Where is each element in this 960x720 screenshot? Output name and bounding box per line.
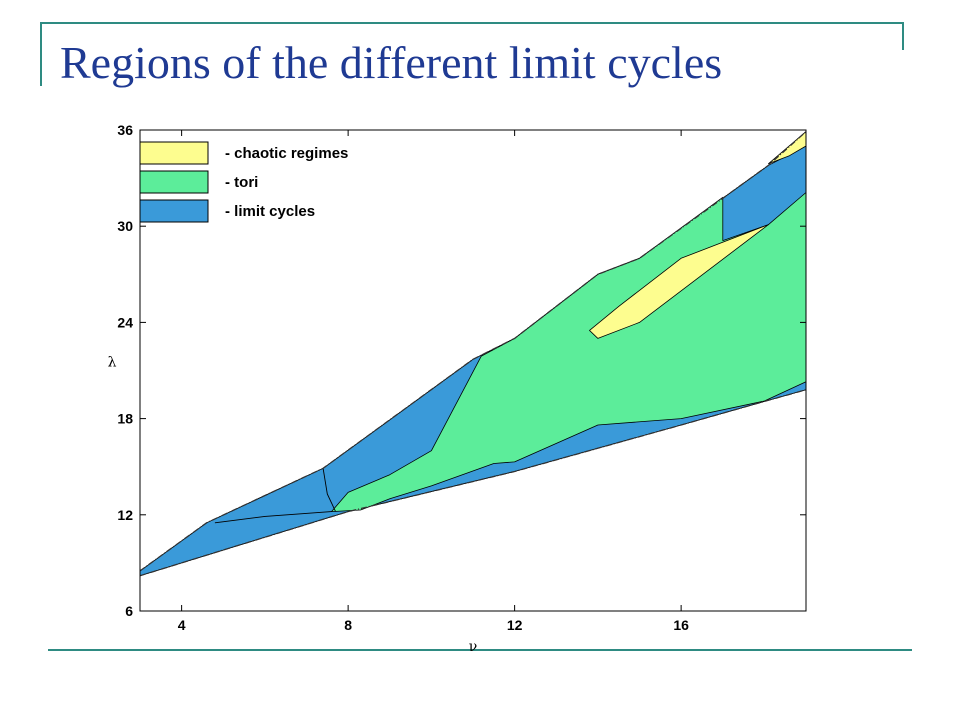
left-decorative-line <box>40 22 42 86</box>
bottom-decorative-line <box>48 649 912 651</box>
right-decorative-line <box>902 22 904 50</box>
legend-swatch-2 <box>139 199 209 223</box>
boundary-lower <box>139 389 807 577</box>
plot-frame <box>139 129 807 612</box>
legend-label-1: - tori <box>225 174 258 191</box>
x-tick-label-4: 4 <box>178 617 186 633</box>
y-tick-label-18: 18 <box>117 411 133 427</box>
y-axis-label: λ <box>108 355 117 371</box>
x-tick-label-12: 12 <box>507 617 523 633</box>
y-tick-label-12: 12 <box>117 507 133 523</box>
y-tick-label-36: 36 <box>117 122 133 138</box>
y-tick-label-24: 24 <box>117 314 133 330</box>
x-tick-label-16: 16 <box>673 617 689 633</box>
region-chaotic-regimes-2 <box>589 224 769 339</box>
inner-line-1 <box>322 468 337 512</box>
y-tick-label-6: 6 <box>125 603 133 619</box>
legend-label-2: - limit cycles <box>225 203 315 220</box>
legend-swatch-0 <box>139 141 209 165</box>
top-decorative-line <box>40 22 904 24</box>
y-tick-label-30: 30 <box>117 218 133 234</box>
legend-swatch-1 <box>139 170 209 194</box>
x-axis-label: ν <box>469 639 478 655</box>
boundary-upper <box>139 131 807 572</box>
inner-line-0 <box>214 511 332 524</box>
legend-label-0: - chaotic regimes <box>225 145 348 162</box>
slide-title: Regions of the different limit cycles <box>60 37 723 88</box>
x-tick-label-8: 8 <box>344 617 352 633</box>
